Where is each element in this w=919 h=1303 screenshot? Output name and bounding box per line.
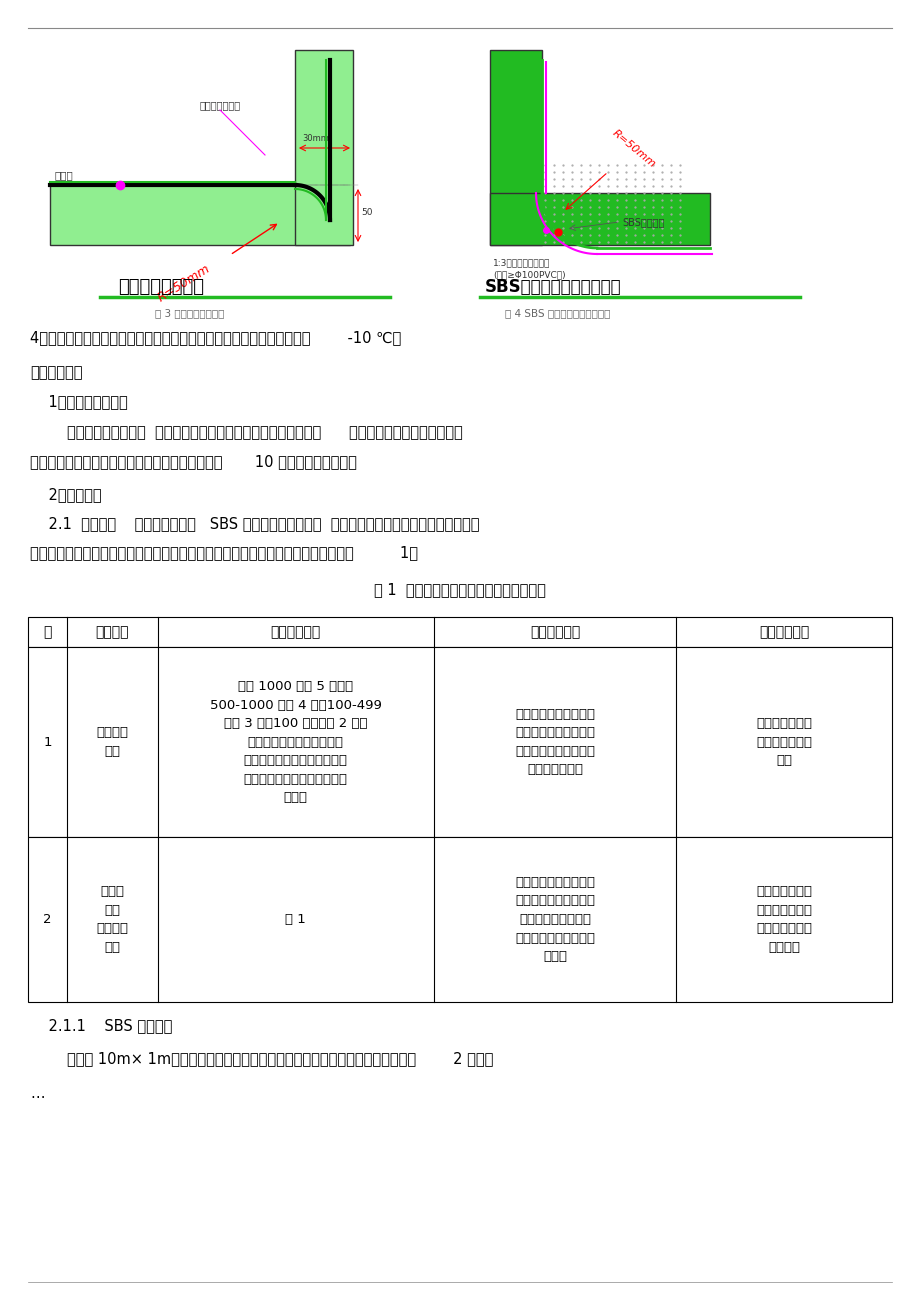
Text: 物理性能检验: 物理性能检验 — [758, 625, 808, 638]
Text: SBS防水卷材: SBS防水卷材 — [621, 216, 664, 227]
Text: 1:3水泥砂浆压实抹光: 1:3水泥砂浆压实抹光 — [493, 258, 550, 267]
Text: 2、材料准备: 2、材料准备 — [30, 487, 101, 502]
Bar — [295, 50, 353, 245]
Text: 表 1  建筑防水工程材料现场抽样复验项目: 表 1 建筑防水工程材料现场抽样复验项目 — [374, 582, 545, 597]
Text: 4、防水层施工环境气温要求，因该工程采用热溶法，故环境温度不低于        -10 ℃。: 4、防水层施工环境气温要求，因该工程采用热溶法，故环境温度不低于 -10 ℃。 — [30, 330, 401, 345]
Text: 现场抽样数量: 现场抽样数量 — [270, 625, 321, 638]
Text: 50: 50 — [360, 207, 372, 216]
Text: 规格为 10m× 1m，聚酯胎体，用于地下室外墙及筏板底，产品主要技术指标如表        2 所示。: 规格为 10m× 1m，聚酯胎体，用于地下室外墙及筏板底，产品主要技术指标如表 … — [30, 1052, 493, 1066]
Text: 四、施工准备: 四、施工准备 — [30, 365, 83, 380]
Text: 同 1: 同 1 — [285, 913, 306, 926]
Bar — [490, 193, 709, 245]
Text: 比邻分用砂浆抹: 比邻分用砂浆抹 — [199, 100, 241, 109]
Text: 拉力，最大拉力
时延伸率，耐热
度，低温柔度、
不透水性: 拉力，最大拉力 时延伸率，耐热 度，低温柔度、 不透水性 — [755, 885, 811, 954]
Text: 材料名称: 材料名称 — [96, 625, 129, 638]
Text: 孔洞、缺边，裂口、边
缘不整齐，胎体露白，
未浸透，撒布材料粒
度、颜色，每卷卷材的
收头。: 孔洞、缺边，裂口、边 缘不整齐，胎体露白， 未浸透，撒布材料粒 度、颜色，每卷卷… — [515, 876, 595, 963]
Bar — [28, 648, 891, 837]
Bar — [28, 837, 891, 1002]
Bar — [28, 618, 891, 648]
Text: 2: 2 — [43, 913, 51, 926]
Text: 1、技术及人员准备: 1、技术及人员准备 — [30, 394, 128, 409]
Text: SBS防水卷材基层阴角半径: SBS防水卷材基层阴角半径 — [484, 278, 621, 296]
Text: R=50mm: R=50mm — [609, 128, 656, 169]
Text: 高聚物
改性
沥青防水
卷材: 高聚物 改性 沥青防水 卷材 — [96, 885, 128, 954]
Bar — [50, 185, 349, 245]
Text: 术措施，做好上岗前培训和技术交底。施工人员由       10 人组成，分工协作。: 术措施，做好上岗前培训和技术交底。施工人员由 10 人组成，分工协作。 — [30, 453, 357, 469]
Text: 2.1  防水材料    选用西北禹宏牌   SBS 改性沥青防水卷材，  进场材料必须具有出厂合格证和检测报: 2.1 防水材料 选用西北禹宏牌 SBS 改性沥青防水卷材， 进场材料必须具有出… — [30, 516, 479, 532]
Text: 30mm: 30mm — [301, 134, 328, 143]
Text: 序: 序 — [43, 625, 51, 638]
Bar — [490, 50, 541, 245]
Text: 大于 1000 卷抽 5 卷，每
500-1000 卷抽 4 卷，100-499
卷抽 3 卷，100 卷以下抽 2 卷，
进行规格尺寸和外观质量检
验。在外观: 大于 1000 卷抽 5 卷，每 500-1000 卷抽 4 卷，100-499… — [210, 680, 381, 804]
Text: 纵向拉力，耐热
度柔度，不透水
性。: 纵向拉力，耐热 度柔度，不透水 性。 — [755, 717, 811, 767]
Text: 防水基层阳角半径: 防水基层阳角半径 — [118, 278, 204, 296]
Text: 防水层: 防水层 — [55, 169, 74, 180]
Text: 1: 1 — [43, 735, 51, 748]
Text: 2.1.1    SBS 防水卷材: 2.1.1 SBS 防水卷材 — [30, 1018, 172, 1033]
Text: 图 4 SBS 防水卷材基层阴角半径: 图 4 SBS 防水卷材基层阴角半径 — [505, 308, 609, 318]
Text: R=50mm: R=50mm — [154, 262, 212, 305]
Text: …: … — [30, 1085, 44, 1101]
Text: 沥青防水
卷材: 沥青防水 卷材 — [96, 726, 128, 758]
Text: 告。材料进场后必须按规定进行抽样复试，材料复检合格后方可使用，抽样要求见表          1。: 告。材料进场后必须按规定进行抽样复试，材料复检合格后方可使用，抽样要求见表 1。 — [30, 545, 417, 560]
Text: 外观质量检验: 外观质量检验 — [529, 625, 580, 638]
Text: 图 3 防水基层阳角半径: 图 3 防水基层阳角半径 — [154, 308, 224, 318]
Text: 施工前应熟悉图纸，  了解施工图中的防水细部构造和技术要求，      并依据防水工程施工方案或技: 施工前应熟悉图纸， 了解施工图中的防水细部构造和技术要求， 并依据防水工程施工方… — [30, 425, 462, 440]
Text: (高度≥Φ100PVC管): (高度≥Φ100PVC管) — [493, 270, 565, 279]
Text: 孔洞、硌伤、露胎、涂
盖不匀、折纹、皱折、
裂纹、裂口、缺边，每
卷卷材的收头。: 孔洞、硌伤、露胎、涂 盖不匀、折纹、皱折、 裂纹、裂口、缺边，每 卷卷材的收头。 — [515, 708, 595, 777]
